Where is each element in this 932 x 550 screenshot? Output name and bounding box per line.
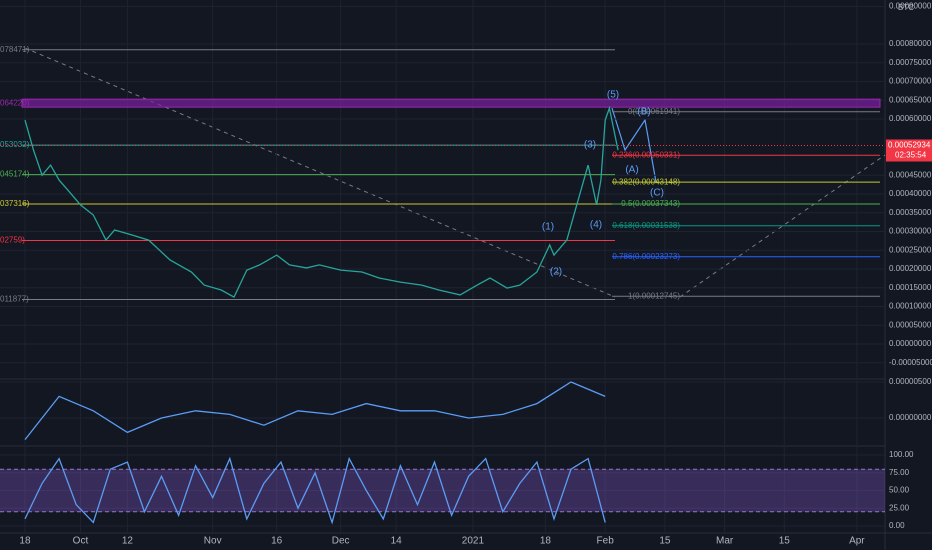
level-label: 053032): [0, 140, 30, 149]
y-tick-label: 0.00035000: [889, 208, 932, 217]
y-tick-label: 0.00000000: [889, 413, 932, 422]
y-tick-label: 0.00075000: [889, 58, 932, 67]
band: [0, 469, 885, 512]
y-tick-label: 0.00000500: [889, 377, 932, 386]
x-tick-label: 14: [391, 536, 403, 547]
price-line: [24, 105, 619, 299]
y-tick-label: 0.00025000: [889, 245, 932, 254]
x-tick-label: 18: [19, 536, 31, 547]
level-label: 037316): [0, 199, 30, 208]
y-tick-label: 0.00045000: [889, 170, 932, 179]
x-tick-label: Dec: [332, 536, 350, 547]
fib-label: 0.618(0.00031538): [612, 221, 680, 230]
wave-label: (3): [584, 140, 596, 151]
wave-label: (B): [637, 107, 650, 118]
wave-projection: [611, 107, 657, 183]
wave-label: (2): [550, 267, 562, 278]
y-tick-label: 50.00: [889, 486, 910, 495]
x-tick-label: Mar: [716, 536, 734, 547]
wave-label: (4): [590, 220, 602, 231]
currency: BTC: [898, 3, 914, 12]
fib-label: 0.382(0.00043148): [612, 177, 680, 186]
y-tick-label: 75.00: [889, 468, 910, 477]
x-tick-label: 15: [659, 536, 671, 547]
y-tick-label: 0.00080000: [889, 39, 932, 48]
y-tick-label: 100.00: [889, 450, 914, 459]
level-label: 011877): [0, 295, 29, 304]
level-label: 045174): [0, 170, 30, 179]
wave-label: (C): [650, 188, 664, 199]
y-tick-label: 0.00040000: [889, 189, 932, 198]
level-label: 02759): [0, 236, 25, 245]
y-tick-label: 0.00000000: [889, 339, 932, 348]
y-tick-label: 0.00010000: [889, 302, 932, 311]
x-tick-label: 18: [540, 536, 552, 547]
level-band: [21, 98, 881, 108]
y-tick-label: 0.00065000: [889, 95, 932, 104]
price-line: [24, 381, 606, 441]
fib-label: 0.236(0.00050331): [612, 150, 680, 159]
y-tick-label: 0.00015000: [889, 283, 932, 292]
wave-label: (A): [625, 165, 638, 176]
x-tick-label: Oct: [73, 536, 89, 547]
fib-label: 0.786(0.00023273): [612, 252, 680, 261]
level-label: 078471): [0, 45, 30, 54]
x-tick-label: 16: [271, 536, 283, 547]
x-tick-label: Apr: [849, 536, 865, 547]
x-tick-label: 2021: [462, 536, 485, 547]
x-tick-label: 12: [122, 536, 134, 547]
y-tick-label: 25.00: [889, 503, 910, 512]
y-tick-label: 0.00030000: [889, 227, 932, 236]
price-label: 0.00052934: [888, 141, 931, 150]
wave-label: (5): [607, 90, 619, 101]
y-tick-label: 0.00090000: [889, 2, 932, 11]
countdown: 02:35:54: [895, 151, 927, 160]
price-box: [886, 139, 932, 162]
fib-label: 0.5(0.00037343): [621, 199, 680, 208]
y-tick-label: 0.00020000: [889, 264, 932, 273]
fib-label: 1(0.00012745): [628, 291, 680, 300]
x-tick-label: 15: [779, 536, 791, 547]
y-tick-label: 0.00070000: [889, 77, 932, 86]
level-label: 064220): [0, 98, 30, 107]
wave-label: (1): [542, 222, 554, 233]
x-tick-label: Feb: [597, 536, 615, 547]
trend-line: [24, 47, 616, 298]
y-tick-label: 0.00005000: [889, 320, 932, 329]
x-tick-label: Nov: [204, 536, 222, 547]
y-tick-label: 0.00: [889, 521, 905, 530]
y-tick-label: -0.00005000: [889, 358, 932, 367]
price-line: [24, 456, 606, 525]
y-tick-label: 0.00060000: [889, 114, 932, 123]
trend-line: [679, 154, 886, 298]
fib-label: 0(0.00061941): [628, 107, 680, 116]
